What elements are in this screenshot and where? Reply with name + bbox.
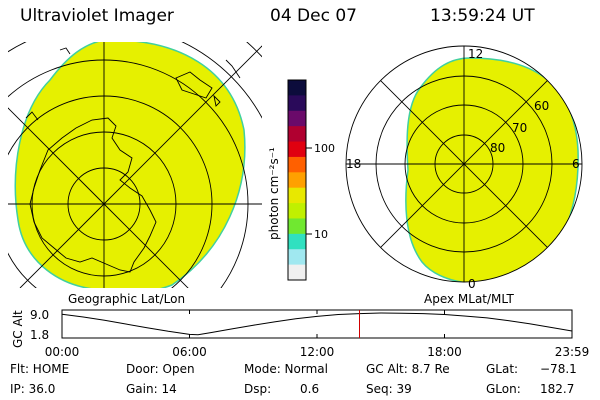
coastline-antarctica (29, 117, 157, 273)
mlt-label-6: 6 (572, 157, 580, 171)
meridian-lines (8, 42, 262, 288)
info-glon-label: GLon: (486, 382, 521, 396)
colorbar-segment (288, 249, 306, 266)
info-gc-alt: GC Alt: 8.7 Re (366, 362, 450, 376)
info-ip: IP: 36.0 (10, 382, 56, 396)
info-glat-value: −78.1 (540, 362, 577, 376)
info-dsp-label: Dsp: (244, 382, 272, 396)
altitude-xtick-label: 12:00 (300, 345, 335, 359)
colorbar-unit-label: photon cm⁻²s⁻¹ (267, 147, 281, 240)
colorbar-segment (288, 218, 306, 235)
altitude-ytick-min: 1.8 (30, 328, 49, 342)
image-date: 04 Dec 07 (270, 6, 357, 26)
colorbar-segment (288, 203, 306, 219)
colorbar-segment (288, 141, 306, 158)
colorbar: 100 10 photon cm⁻²s⁻¹ (267, 79, 335, 281)
lat-label-60: 60 (534, 99, 549, 113)
info-mode: Mode: Normal (244, 362, 328, 376)
mlt-label-18: 18 (346, 157, 361, 171)
colorbar-segment (288, 126, 306, 143)
image-title: Ultraviolet Imager (20, 6, 174, 26)
info-glat-label: GLat: (486, 362, 519, 376)
altitude-xtick-label: 06:00 (172, 345, 207, 359)
altitude-ytick-max: 9.0 (30, 308, 49, 322)
colorbar-segment (288, 264, 306, 281)
altitude-chart-ylabel: GC Alt (11, 310, 25, 348)
colorbar-segment (288, 110, 306, 127)
mlt-label-0: 0 (468, 277, 476, 291)
info-door: Door: Open (126, 362, 195, 376)
info-flt: Flt: HOME (10, 362, 70, 376)
info-gain: Gain: 14 (126, 382, 177, 396)
info-seq: Seq: 39 (366, 382, 412, 396)
altitude-xtick-label: 18:00 (427, 345, 462, 359)
colorbar-segment (288, 156, 306, 173)
colorbar-tick-100: 100 (314, 142, 335, 155)
colorbar-segment (288, 187, 306, 204)
apex-mlt-panel: 12 18 6 0 60 70 80 (345, 45, 583, 291)
colorbar-segment (288, 80, 306, 96)
altitude-chart-frame (61, 309, 573, 339)
right-panel-caption: Apex MLat/MLT (424, 292, 514, 306)
lat-label-80: 80 (490, 141, 505, 155)
lat-label-70: 70 (512, 121, 527, 135)
left-panel-caption: Geographic Lat/Lon (68, 292, 185, 306)
altitude-xtick-label: 00:00 (45, 345, 80, 359)
colorbar-segment (288, 172, 306, 189)
altitude-xtick-label: 23:59 (555, 345, 590, 359)
colorbar-tick-10: 10 (314, 228, 328, 241)
image-time: 13:59:24 UT (430, 6, 535, 26)
altitude-chart: GC Alt 9.0 1.8 00:00 06:00 12:00 18:00 23:59 (11, 308, 589, 359)
coastline-fragments (25, 47, 241, 121)
info-glon-value: 182.7 (540, 382, 575, 396)
altitude-series-line (61, 312, 573, 336)
mlt-label-12: 12 (468, 47, 483, 61)
colorbar-segment (288, 233, 306, 250)
colorbar-segment (288, 95, 306, 112)
info-dsp-value: 0.6 (300, 382, 320, 396)
